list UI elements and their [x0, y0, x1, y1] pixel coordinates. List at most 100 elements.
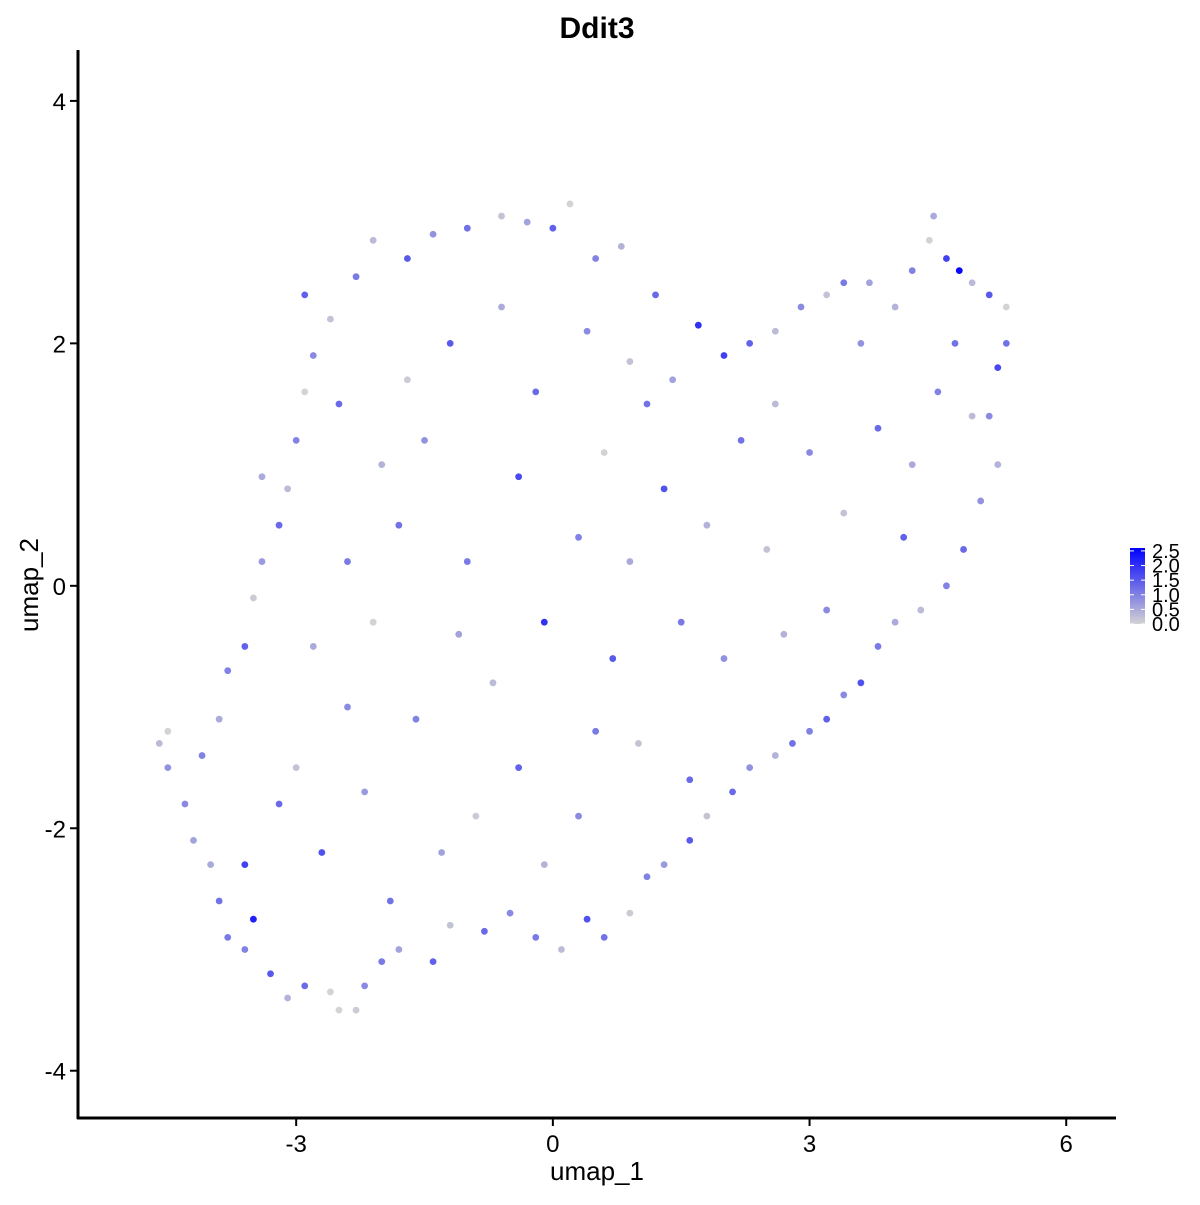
point: [592, 255, 600, 262]
point: [960, 546, 967, 553]
point: [930, 212, 938, 220]
point: [874, 643, 882, 650]
point: [438, 849, 446, 856]
point: [763, 546, 771, 553]
point: [626, 358, 634, 365]
point: [489, 679, 497, 687]
point: [1002, 339, 1010, 347]
chart-title: Ddit3: [560, 12, 635, 45]
point: [463, 224, 471, 232]
x-tick-label: 3: [803, 1131, 816, 1158]
point: [840, 691, 848, 699]
point: [703, 521, 711, 529]
point: [951, 339, 959, 347]
points: [155, 200, 1010, 1014]
point: [335, 1006, 343, 1014]
point: [789, 740, 796, 747]
point: [677, 618, 685, 626]
point: [694, 321, 702, 329]
point: [558, 946, 565, 953]
point: [275, 521, 283, 529]
point: [515, 473, 523, 481]
y-tick-label: -4: [45, 1059, 66, 1086]
point: [344, 703, 351, 711]
point: [378, 461, 386, 468]
point: [369, 236, 377, 244]
point: [215, 897, 223, 905]
point: [386, 897, 394, 905]
point: [617, 242, 625, 250]
point: [934, 388, 942, 396]
point: [600, 449, 608, 456]
point: [404, 376, 411, 384]
point: [994, 461, 1002, 468]
point: [635, 740, 642, 747]
point: [455, 630, 463, 638]
point: [866, 279, 873, 287]
point: [771, 400, 779, 408]
point: [780, 630, 788, 638]
point: [369, 618, 377, 626]
point: [686, 836, 694, 844]
point: [994, 364, 1002, 372]
point: [583, 915, 591, 923]
y-axis-label: umap_2: [14, 538, 44, 632]
point: [806, 727, 813, 735]
point: [652, 291, 659, 299]
point: [771, 752, 779, 759]
point: [446, 339, 454, 347]
point: [592, 727, 600, 735]
point: [823, 606, 831, 614]
point: [797, 303, 805, 311]
point: [891, 618, 899, 626]
point: [660, 485, 668, 493]
point: [669, 376, 677, 384]
point: [335, 400, 343, 408]
point: [155, 740, 163, 747]
point: [703, 812, 711, 820]
point: [224, 667, 232, 675]
point: [575, 812, 582, 820]
point: [823, 715, 831, 723]
point: [857, 339, 865, 347]
point: [318, 849, 326, 856]
point: [523, 218, 531, 226]
y-tick-label: 2: [53, 331, 66, 358]
point: [241, 946, 249, 953]
point: [429, 958, 437, 966]
point: [643, 400, 651, 408]
point: [378, 958, 386, 966]
point: [404, 255, 411, 262]
point: [446, 921, 454, 929]
point: [292, 436, 300, 444]
colorbar-label: 2.0: [1152, 556, 1180, 578]
point: [985, 412, 993, 420]
point: [720, 655, 728, 662]
point: [908, 461, 916, 468]
point: [746, 339, 754, 347]
point: [275, 800, 283, 808]
point: [481, 927, 488, 935]
point: [955, 267, 963, 275]
point: [352, 273, 360, 281]
point: [309, 352, 317, 359]
point: [626, 558, 634, 565]
point: [600, 933, 608, 941]
point: [344, 558, 351, 565]
point: [327, 988, 334, 996]
point: [361, 982, 369, 990]
point: [250, 594, 257, 602]
point: [566, 200, 574, 208]
point: [583, 327, 591, 335]
point: [241, 643, 249, 650]
point: [720, 352, 728, 359]
point: [1002, 303, 1010, 311]
point: [412, 715, 420, 723]
point: [241, 861, 249, 869]
point: [985, 291, 993, 299]
point: [925, 236, 933, 244]
point: [164, 764, 172, 772]
x-axis-label: umap_1: [550, 1156, 644, 1186]
